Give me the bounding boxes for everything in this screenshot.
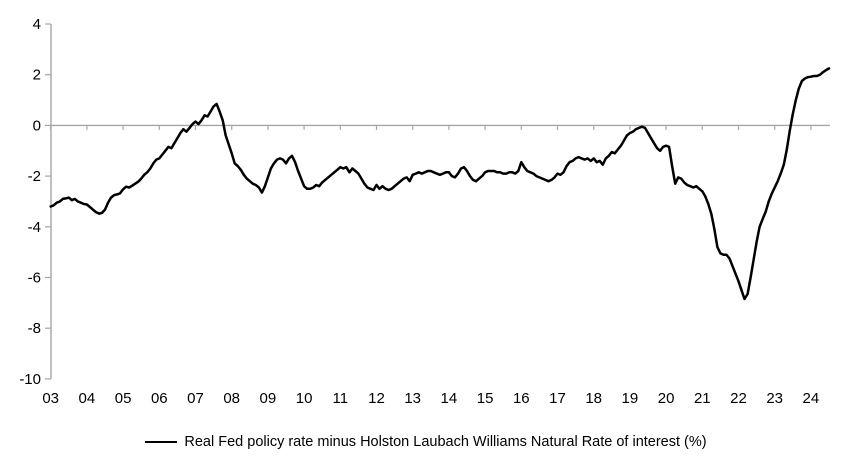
legend-label: Real Fed policy rate minus Holston Lauba… <box>184 434 707 450</box>
x-axis-label: 15 <box>477 390 494 407</box>
x-axis-label: 13 <box>404 390 421 407</box>
x-axis-label: 12 <box>368 390 385 407</box>
x-axis-label: 23 <box>766 390 783 407</box>
y-axis-label: 2 <box>33 67 41 84</box>
x-axis-label: 14 <box>441 390 458 407</box>
x-axis-label: 09 <box>260 390 277 407</box>
legend-line-swatch <box>145 441 178 443</box>
x-axis-label: 04 <box>79 390 96 407</box>
y-axis-label: -2 <box>28 168 41 185</box>
x-axis-label: 24 <box>803 390 820 407</box>
y-axis-label: -8 <box>28 320 41 337</box>
x-axis-label: 18 <box>585 390 602 407</box>
x-axis-label: 22 <box>730 390 747 407</box>
line-chart: 03 04 05 06 07 08 09 10 11 12 13 14 15 16 17 18 19 20 21 22… <box>19 16 831 407</box>
x-axis-label: 16 <box>513 390 530 407</box>
y-axis-label: -6 <box>28 270 41 287</box>
x-axis-label: 10 <box>296 390 313 407</box>
x-axis-label: 07 <box>187 390 204 407</box>
x-axis-label: 20 <box>658 390 675 407</box>
y-axis-label: -10 <box>19 371 41 388</box>
x-axis-label: 05 <box>115 390 132 407</box>
chart-legend: Real Fed policy rate minus Holston Lauba… <box>0 434 852 450</box>
y-axis-label: 4 <box>33 16 41 33</box>
x-axis-label: 03 <box>42 390 59 407</box>
x-axis-label: 21 <box>694 390 711 407</box>
x-axis-label: 17 <box>549 390 566 407</box>
y-axis-label: 0 <box>33 117 41 134</box>
x-axis-label: 06 <box>151 390 168 407</box>
x-axis-label: 19 <box>622 390 639 407</box>
data-line <box>49 67 831 301</box>
x-axis-label: 11 <box>333 390 349 407</box>
y-axis-label: -4 <box>28 219 41 236</box>
x-axis-label: 08 <box>223 390 240 407</box>
